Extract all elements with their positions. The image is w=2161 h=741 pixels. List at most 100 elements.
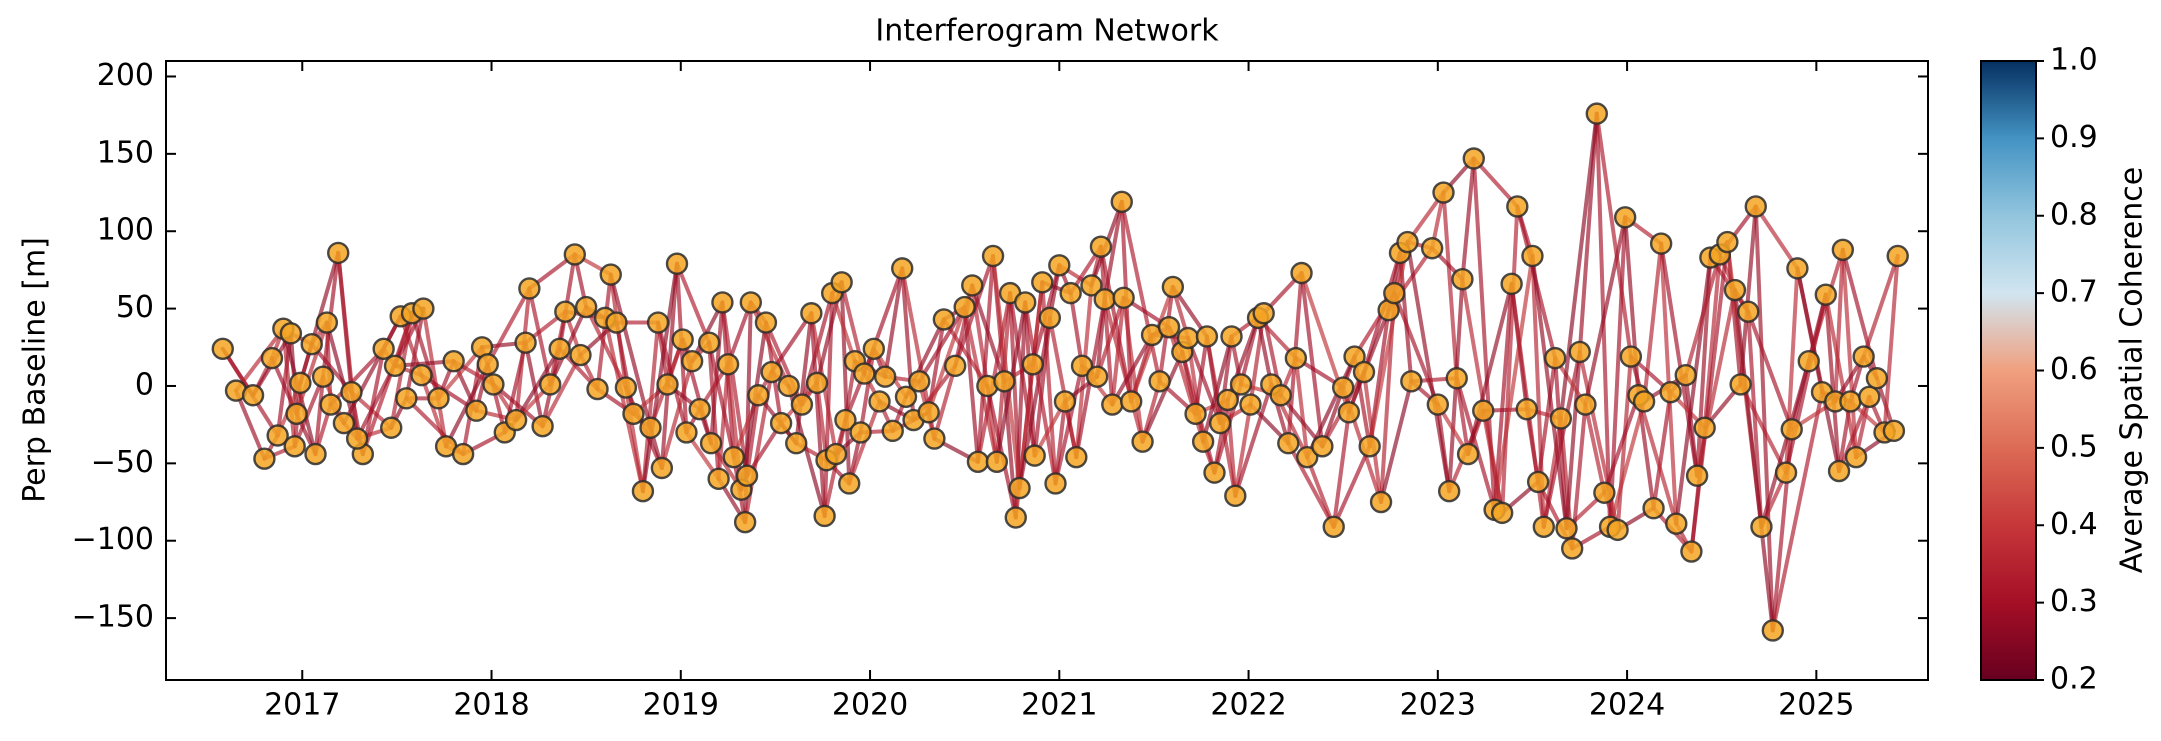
acquisition-point	[1432, 181, 1455, 204]
edge	[674, 261, 712, 345]
edge	[1651, 390, 1673, 511]
acquisition-point	[518, 277, 541, 300]
acquisition-point	[1642, 497, 1665, 520]
acquisition-point	[1831, 238, 1855, 261]
acquisition-point	[1750, 515, 1773, 538]
acquisition-point	[372, 337, 395, 361]
acquisition-point	[923, 427, 946, 450]
acquisition-point	[707, 467, 730, 491]
acquisition-point	[1532, 515, 1556, 538]
acquisition-point	[1331, 376, 1355, 399]
acquisition-point	[622, 402, 645, 426]
edge	[1882, 253, 1900, 435]
acquisition-point	[650, 456, 674, 480]
acquisition-point	[1290, 261, 1313, 285]
edge	[1594, 111, 1633, 359]
acquisition-point	[548, 337, 571, 361]
acquisition-point	[1515, 397, 1538, 421]
acquisition-point	[985, 450, 1009, 474]
acquisition-point	[639, 416, 662, 439]
edge	[809, 311, 827, 518]
points	[211, 102, 1909, 642]
edge	[720, 300, 750, 478]
acquisition-point	[1369, 490, 1393, 514]
y-tick-label: −150	[72, 600, 154, 635]
acquisition-point	[476, 353, 499, 376]
acquisition-point	[785, 432, 808, 455]
acquisition-point	[675, 421, 698, 444]
acquisition-point	[1852, 345, 1875, 368]
acquisition-point	[260, 346, 284, 370]
acquisition-point	[1780, 418, 1803, 441]
acquisition-point	[1101, 393, 1124, 416]
edge	[1823, 292, 1859, 460]
acquisition-point	[1865, 367, 1889, 390]
acquisition-point	[754, 311, 778, 334]
edge	[1492, 281, 1514, 512]
acquisition-point	[1797, 350, 1820, 373]
acquisition-point	[1659, 380, 1682, 404]
acquisition-point	[1337, 401, 1361, 424]
acquisition-point	[1157, 315, 1181, 339]
acquisition-point	[1031, 271, 1054, 294]
acquisition-point	[1685, 464, 1709, 487]
edge	[328, 346, 386, 407]
acquisition-point	[733, 510, 757, 534]
edge	[1837, 394, 1872, 474]
edge	[932, 363, 958, 441]
edge	[1558, 111, 1599, 421]
acquisition-point	[1053, 390, 1077, 413]
acquisition-point	[283, 435, 306, 458]
y-tick-label: 150	[97, 135, 154, 170]
acquisition-point	[1882, 419, 1906, 443]
edge	[1331, 444, 1372, 529]
acquisition-point	[599, 263, 622, 286]
acquisition-point	[586, 377, 609, 401]
acquisition-point	[671, 328, 694, 351]
edge	[421, 306, 449, 449]
acquisition-point	[289, 371, 312, 395]
edge	[769, 311, 814, 375]
acquisition-point	[1526, 470, 1550, 494]
acquisition-point	[340, 380, 363, 404]
edge	[1454, 376, 1497, 512]
edge	[1746, 309, 1794, 432]
acquisition-point	[1358, 435, 1381, 458]
edge	[1110, 332, 1155, 407]
edge	[1536, 356, 1558, 484]
edge	[839, 280, 852, 486]
acquisition-point	[917, 401, 940, 424]
edge	[360, 311, 415, 457]
acquisition-point	[1680, 540, 1703, 563]
acquisition-point	[711, 291, 734, 314]
acquisition-point	[451, 442, 475, 466]
acquisition-point	[735, 464, 759, 487]
acquisition-point	[1674, 363, 1697, 387]
edge	[1466, 281, 1514, 457]
acquisition-point	[853, 362, 876, 385]
edge	[1500, 204, 1520, 515]
acquisition-point	[1693, 416, 1716, 439]
acquisition-point	[1543, 346, 1567, 370]
edge	[313, 374, 326, 457]
acquisition-point	[1120, 390, 1143, 413]
acquisition-point	[1284, 346, 1308, 370]
edge	[1833, 247, 1845, 404]
acquisition-point	[1252, 302, 1275, 325]
acquisition-point	[1506, 195, 1529, 218]
acquisition-point	[961, 274, 984, 297]
acquisition-point	[569, 343, 592, 367]
acquisition-point	[1161, 275, 1185, 299]
acquisition-point	[1383, 281, 1406, 305]
acquisition-point	[1195, 325, 1219, 348]
edge	[1367, 240, 1410, 449]
acquisition-point	[1208, 411, 1232, 435]
edge	[1753, 204, 1800, 271]
x-tick-label: 2017	[264, 688, 340, 723]
acquisition-point	[1451, 267, 1474, 291]
acquisition-point	[1560, 537, 1584, 560]
acquisition-point	[1224, 484, 1247, 508]
edge	[858, 346, 876, 435]
acquisition-point	[993, 370, 1016, 393]
edge	[1695, 288, 1737, 478]
